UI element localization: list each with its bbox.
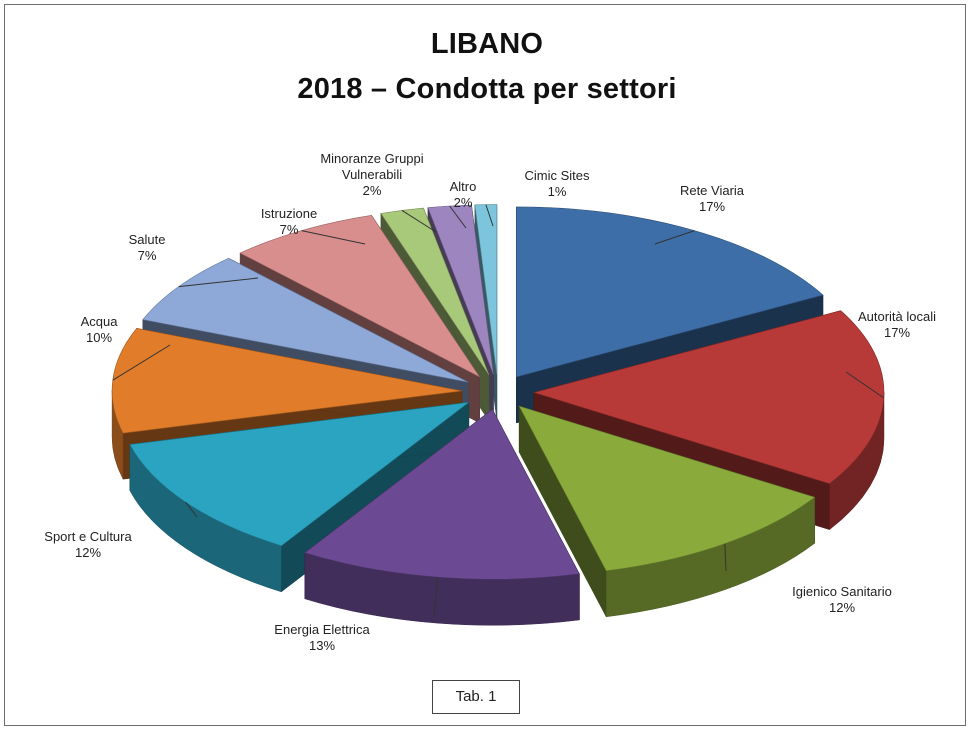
slice-percent: 2% (363, 183, 382, 198)
leader-line (654, 230, 695, 245)
slice-label-acqua: Acqua 10% (81, 314, 119, 345)
slice-percent: 1% (548, 184, 567, 199)
leader-line (845, 371, 885, 399)
chart-subtitle: 2018 – Condotta per settori (297, 73, 677, 105)
slice-percent: 17% (884, 325, 910, 340)
slice-top (304, 408, 580, 580)
slice-label-sport-e-cultura: Sport e Cultura 12% (44, 529, 132, 560)
slice-percent: 2% (454, 195, 473, 210)
leader-line (185, 501, 198, 518)
leader-line (485, 204, 494, 227)
slice-percent: 17% (699, 199, 725, 214)
slice-label-rete-viaria: Rete Viaria 17% (680, 183, 745, 214)
slice-igienico-sanitario (518, 405, 816, 618)
leader-line (112, 344, 171, 381)
slice-percent: 12% (75, 545, 101, 560)
slice-label-istruzione: Istruzione 7% (261, 206, 317, 237)
slice-label-autorita-locali: Autorità locali 17% (858, 309, 936, 340)
slice-label-salute: Salute 7% (129, 232, 166, 263)
chart-title: LIBANO (430, 28, 544, 60)
slice-top (516, 206, 824, 378)
slice-top (518, 405, 816, 572)
slice-label-cimic-sites: Cimic Sites 1% (524, 168, 590, 199)
slice-label-energia-elettrica: Energia Elettrica 13% (274, 622, 370, 653)
slice-percent: 7% (280, 222, 299, 237)
slice-top (532, 310, 885, 484)
leader-line (301, 230, 366, 245)
slice-energia-elettrica (304, 408, 580, 626)
slice-percent: 7% (138, 248, 157, 263)
table-reference-label: Tab. 1 (432, 680, 520, 714)
slice-label-minoranze-gruppi-vulnerabili: Minoranze Gruppi Vulnerabili 2% (320, 151, 423, 198)
slice-percent: 13% (309, 638, 335, 653)
slice-label-altro: Altro 2% (450, 179, 477, 210)
leader-line (433, 577, 439, 618)
slice-percent: 10% (86, 330, 112, 345)
leader-line (178, 277, 259, 288)
leader-line (449, 205, 467, 229)
leader-line (401, 209, 437, 233)
slice-label-igienico-sanitario: Igienico Sanitario 12% (792, 584, 892, 615)
leader-line (724, 543, 727, 572)
slice-top (474, 204, 498, 375)
slice-percent: 12% (829, 600, 855, 615)
